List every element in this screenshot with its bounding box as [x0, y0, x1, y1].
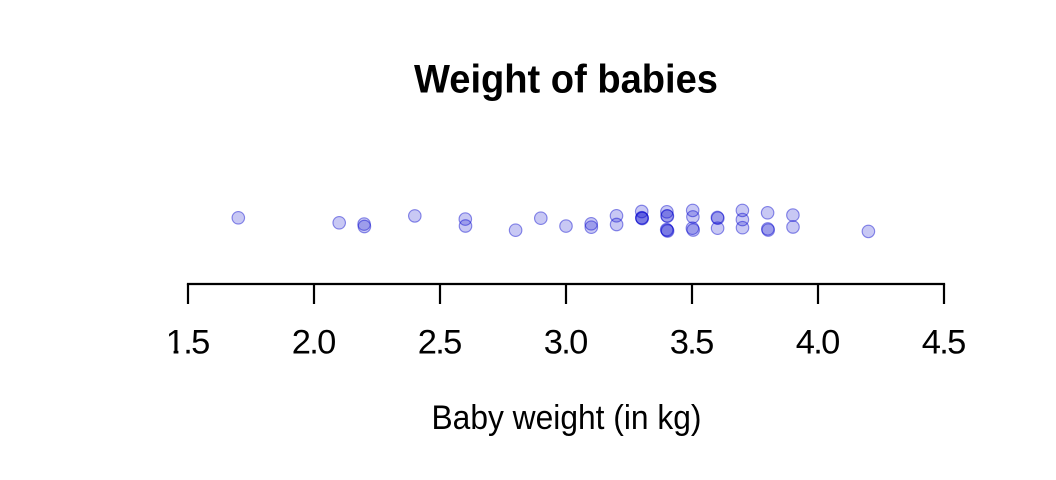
- svg-text:3.5: 3.5: [670, 324, 715, 362]
- svg-text:Baby weight (in kg): Baby weight (in kg): [432, 399, 702, 437]
- svg-text:Weight of babies: Weight of babies: [414, 58, 718, 102]
- svg-text:4.0: 4.0: [796, 324, 841, 362]
- svg-text:2.5: 2.5: [418, 324, 463, 362]
- svg-text:1.5: 1.5: [166, 324, 211, 362]
- svg-text:3.0: 3.0: [544, 324, 589, 362]
- svg-text:4.5: 4.5: [922, 324, 967, 362]
- svg-text:2.0: 2.0: [292, 324, 337, 362]
